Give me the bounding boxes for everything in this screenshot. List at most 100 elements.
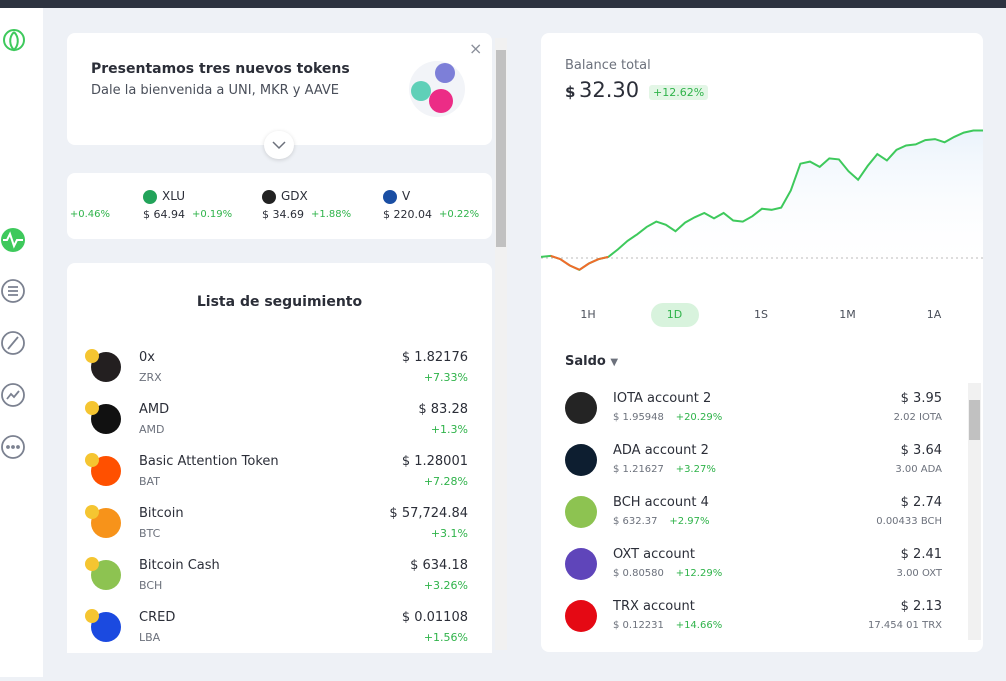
logo[interactable] xyxy=(3,29,25,52)
coin-symbol: AMD xyxy=(139,423,165,436)
coin-change: +7.28% xyxy=(423,475,468,488)
account-name: IOTA account 2 xyxy=(613,391,712,406)
watchlist-title: Lista de seguimiento xyxy=(196,294,363,310)
coin-symbol: BAT xyxy=(139,475,160,488)
account-change: +20.29% xyxy=(675,412,723,423)
chart-area xyxy=(541,130,983,273)
scrollbar[interactable] xyxy=(495,38,507,650)
favorite-star xyxy=(85,505,99,519)
account-icon xyxy=(565,444,597,476)
account-value: $ 3.64 xyxy=(900,443,942,458)
account-price: $ 0.80580 xyxy=(613,568,664,579)
account-name: ADA account 2 xyxy=(613,443,709,458)
account-amount: 2.02 IOTA xyxy=(893,412,942,423)
ticker: +0.46% XLU $ 64.94 +0.19% GDX $ 34.69 +1.88% V $… xyxy=(67,173,492,239)
account-icon xyxy=(565,548,597,580)
coin-symbol: BCH xyxy=(139,579,163,592)
sidebar xyxy=(0,8,43,677)
nav-convert[interactable] xyxy=(1,331,25,355)
range-button[interactable]: 1S xyxy=(754,308,768,321)
account-change: +14.66% xyxy=(675,620,723,631)
below-segment xyxy=(569,264,580,271)
account-value: $ 2.41 xyxy=(900,547,942,562)
below-segment xyxy=(588,258,600,265)
favorite-star xyxy=(85,349,99,363)
coin-change: +1.56% xyxy=(423,631,468,644)
ticker-icon xyxy=(262,190,276,204)
coin-change: +3.1% xyxy=(430,527,468,540)
coin-change: +7.33% xyxy=(423,371,468,384)
coin-name: CRED xyxy=(139,610,176,625)
expand-button[interactable] xyxy=(264,131,294,159)
account-icon xyxy=(565,496,597,528)
account-list: IOTA account 2 $ 1.95948 +20.29% $ 3.95 2.02… xyxy=(541,383,983,633)
balance-line xyxy=(541,129,983,271)
ticker-icon xyxy=(143,190,157,204)
coin-name: Basic Attention Token xyxy=(139,454,279,469)
account-value: $ 2.13 xyxy=(900,599,942,614)
ticker-icon xyxy=(383,190,397,204)
coin-symbol: ZRX xyxy=(139,371,162,384)
account-change: +3.27% xyxy=(675,464,716,475)
coin-symbol: LBA xyxy=(139,631,161,644)
ticker-change: +0.46% xyxy=(69,209,110,220)
close-button[interactable]: × xyxy=(469,39,483,58)
coin-price: $ 634.18 xyxy=(410,558,468,573)
balance-label: Balance total xyxy=(565,58,651,73)
banner-subtitle: Dale la bienvenida a UNI, MKR y AAVE xyxy=(91,83,340,98)
ticker-change: +0.22% xyxy=(439,209,480,220)
coin-change: +3.26% xyxy=(423,579,468,592)
ticker-name: GDX xyxy=(281,189,308,203)
account-amount: 0.00433 BCH xyxy=(876,516,942,527)
banner: Presentamos tres nuevos tokens Dale la b… xyxy=(67,33,492,159)
currency-symbol: $ xyxy=(565,83,576,101)
nav-trend[interactable] xyxy=(1,383,25,407)
favorite-star xyxy=(85,557,99,571)
favorite-star xyxy=(85,609,99,623)
sort-dropdown[interactable]: Saldo ▼ xyxy=(565,354,619,369)
account-name: OXT account xyxy=(613,547,695,562)
banner-art xyxy=(409,61,465,117)
account-amount: 3.00 OXT xyxy=(896,568,942,579)
nav-more[interactable] xyxy=(1,435,25,459)
top-bar xyxy=(0,0,1006,8)
coin-change: +1.3% xyxy=(430,423,468,436)
ticker-name: XLU xyxy=(162,189,186,203)
favorite-star xyxy=(85,453,99,467)
below-segment xyxy=(550,254,561,261)
favorite-star xyxy=(85,401,99,415)
account-price: $ 1.21627 xyxy=(613,464,664,475)
coin-name: Bitcoin Cash xyxy=(139,558,220,573)
ticker-price: $ 220.04 xyxy=(383,208,432,221)
balance-change: +12.62% xyxy=(649,85,709,100)
range-button[interactable]: 1M xyxy=(839,308,856,321)
coin-symbol: BTC xyxy=(139,527,161,540)
coin-price: $ 83.28 xyxy=(418,402,468,417)
sort-label: Saldo xyxy=(565,354,606,369)
sidebar-icons xyxy=(1,29,25,459)
account-price: $ 0.12231 xyxy=(613,620,664,631)
account-value: $ 3.95 xyxy=(900,391,942,406)
nav-activity[interactable] xyxy=(1,228,25,252)
nav-list[interactable] xyxy=(1,279,25,303)
account-price: $ 1.95948 xyxy=(613,412,664,423)
range-button[interactable]: 1D xyxy=(650,303,699,327)
banner-title: Presentamos tres nuevos tokens xyxy=(91,61,350,77)
account-amount: 3.00 ADA xyxy=(895,464,942,475)
ticker-change: +1.88% xyxy=(311,209,352,220)
coin-price: $ 57,724.84 xyxy=(389,506,468,521)
coin-price: $ 1.28001 xyxy=(401,454,468,469)
account-change: +12.29% xyxy=(675,568,723,579)
scrollbar[interactable] xyxy=(968,383,981,640)
account-price: $ 632.37 xyxy=(613,516,658,527)
ticker-name: V xyxy=(402,189,411,203)
range-button[interactable]: 1H xyxy=(580,308,596,321)
coin-name: AMD xyxy=(139,402,170,417)
account-change: +2.97% xyxy=(669,516,710,527)
account-name: BCH account 4 xyxy=(613,495,709,510)
ticker-change: +0.19% xyxy=(192,209,233,220)
range-button[interactable]: 1A xyxy=(926,308,942,321)
coin-name: 0x xyxy=(139,350,155,365)
account-icon xyxy=(565,392,597,424)
